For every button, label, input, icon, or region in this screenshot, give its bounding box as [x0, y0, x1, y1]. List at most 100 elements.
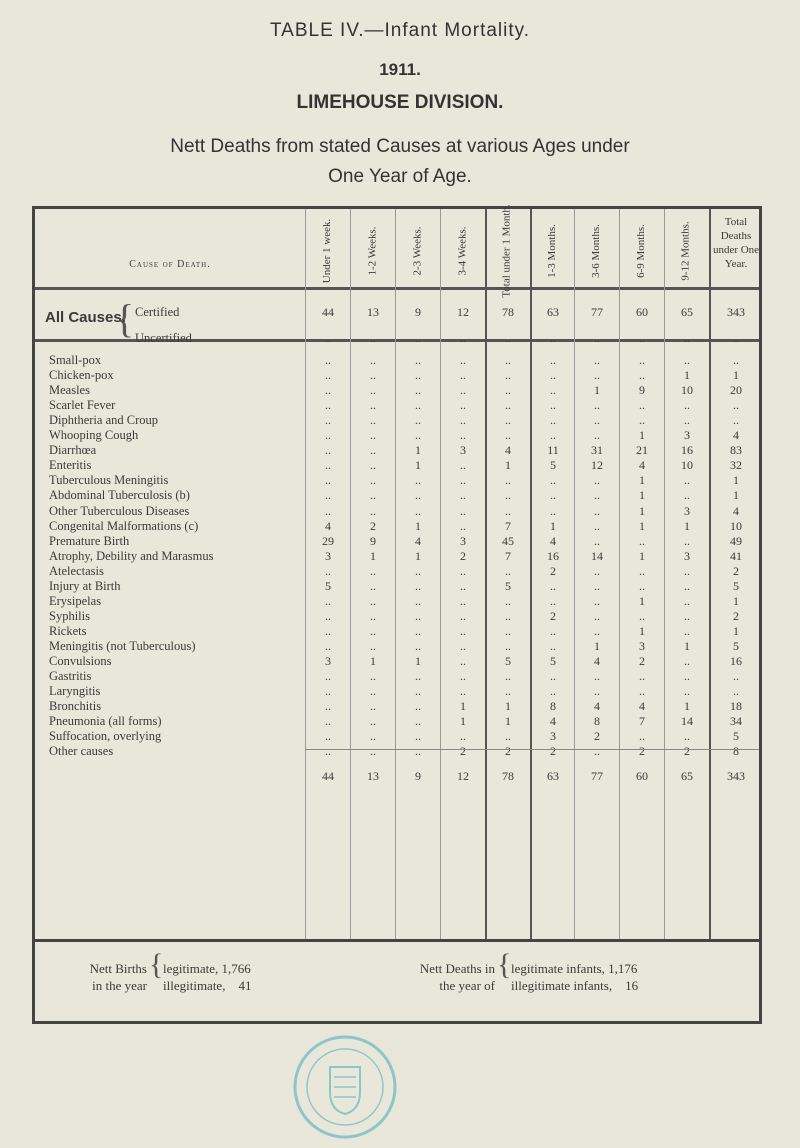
table-cell: .. — [370, 413, 376, 428]
table-cell: .. — [415, 623, 421, 638]
row-label: Other causes — [49, 744, 114, 759]
row-label: Enteritis — [49, 458, 92, 473]
table-cell: 63 — [547, 769, 559, 783]
table-cell: .. — [684, 729, 690, 744]
table-cell: .. — [550, 413, 556, 428]
table-cell: .. — [415, 413, 421, 428]
table-cell: .. — [370, 638, 376, 653]
table-cell: 1 — [733, 593, 739, 608]
column-header: 6-9 Months. — [619, 213, 663, 289]
table-cell: .. — [505, 353, 511, 367]
table-cell: .. — [415, 669, 421, 684]
table-cell: .. — [505, 428, 511, 443]
table-cell: 18 — [730, 699, 742, 714]
table-cell: .. — [505, 331, 511, 345]
table-cell: 29 — [322, 533, 334, 548]
row-label: Atrophy, Debility and Marasmus — [49, 548, 214, 563]
table-cell: .. — [639, 684, 645, 699]
table-cell: .. — [460, 488, 466, 503]
division-heading: LIMEHOUSE DIVISION. — [296, 92, 504, 113]
table-cell: .. — [594, 488, 600, 503]
table-cell: .. — [594, 744, 600, 759]
table-cell: 2 — [370, 518, 376, 533]
table-cell: 32 — [730, 458, 742, 473]
table-cell: 2 — [594, 729, 600, 744]
table-cell: 5 — [550, 654, 556, 668]
row-label: Erysipelas — [49, 593, 102, 608]
table-cell: 16 — [730, 654, 742, 668]
table-cell: .. — [550, 428, 556, 443]
table-cell: .. — [505, 383, 511, 398]
table-cell: 10 — [681, 458, 693, 473]
table-cell: 44 — [322, 769, 334, 783]
table-cell: .. — [550, 578, 556, 593]
table-cell: 77 — [591, 769, 603, 783]
table-cell: 8 — [733, 744, 739, 759]
table-cell: 1 — [639, 518, 645, 533]
table-cell: 1 — [460, 714, 466, 729]
column-header: 3-6 Months. — [574, 213, 618, 289]
table-row: Syphilis.......... 2...... 2 — [35, 609, 759, 624]
table-row: Small-pox.................... — [35, 353, 759, 368]
table-cell: .. — [733, 413, 739, 428]
cause-of-death-header: Cause of Death. — [129, 259, 211, 270]
table-cell: 13 — [367, 305, 379, 319]
table-cell: 2 — [684, 744, 690, 759]
table-cell: 1 — [415, 548, 421, 563]
table-cell: .. — [550, 684, 556, 699]
subtitle-line-1: Nett Deaths from stated Causes at variou… — [170, 136, 630, 157]
table-cell: .. — [460, 638, 466, 653]
row-label: Congenital Malformations (c) — [49, 518, 199, 533]
table-cell: .. — [415, 608, 421, 623]
table-cell: .. — [684, 578, 690, 593]
table-cell: 2 — [733, 608, 739, 623]
table-cell: .. — [325, 608, 331, 623]
table-cell: 1 — [550, 518, 556, 533]
table-cell: 12 — [457, 769, 469, 783]
table-cell: .. — [370, 593, 376, 608]
table-cell: .. — [370, 458, 376, 473]
table-cell: 5 — [733, 578, 739, 593]
table-cell: 8 — [594, 714, 600, 729]
table-title: TABLE IV.—Infant Mortality. — [269, 20, 531, 41]
table-cell: .. — [325, 488, 331, 503]
table-cell: 16 — [547, 548, 559, 563]
table-cell: 5 — [550, 458, 556, 473]
column-header-label: 6-9 Months. — [635, 224, 647, 278]
column-header: Total under 1 Month. — [485, 204, 529, 297]
table-cell: .. — [505, 503, 511, 518]
row-label: Injury at Birth — [49, 578, 121, 593]
table-cell: .. — [550, 638, 556, 653]
table-cell: .. — [325, 413, 331, 428]
table-cell: .. — [460, 518, 466, 533]
table-cell: 14 — [591, 548, 603, 563]
table-cell: .. — [594, 578, 600, 593]
table-cell: .. — [460, 398, 466, 413]
table-cell: 78 — [502, 769, 514, 783]
table-cell: .. — [460, 563, 466, 578]
table-cell: .. — [684, 353, 690, 367]
row-label: Atelectasis — [49, 563, 104, 578]
table-cell: .. — [639, 353, 645, 367]
table-cell: 5 — [505, 578, 511, 593]
table-cell: .. — [325, 563, 331, 578]
column-divider — [574, 209, 575, 939]
table-cell: 1 — [639, 488, 645, 503]
table-row: Gastritis.................... — [35, 669, 759, 684]
table-cell: .. — [415, 563, 421, 578]
table-cell: 4 — [639, 458, 645, 473]
table-cell: 2 — [639, 654, 645, 668]
table-cell: 9 — [415, 305, 421, 319]
table-cell: .. — [639, 608, 645, 623]
table-row: Scarlet Fever.................... — [35, 398, 759, 413]
table-cell: .. — [550, 398, 556, 413]
table-row: Other causes...... 2 2 2.. 2 2 8 — [35, 744, 759, 759]
deaths-values: legitimate infants, 1,176 illegitimate i… — [511, 960, 638, 994]
brace: { — [115, 296, 135, 341]
table-cell: .. — [325, 684, 331, 699]
table-cell: .. — [639, 533, 645, 548]
table-cell: .. — [460, 368, 466, 383]
row-label: Other Tuberculous Diseases — [49, 503, 190, 518]
table-cell: 3 — [639, 638, 645, 653]
table-cell: 1 — [505, 458, 511, 473]
